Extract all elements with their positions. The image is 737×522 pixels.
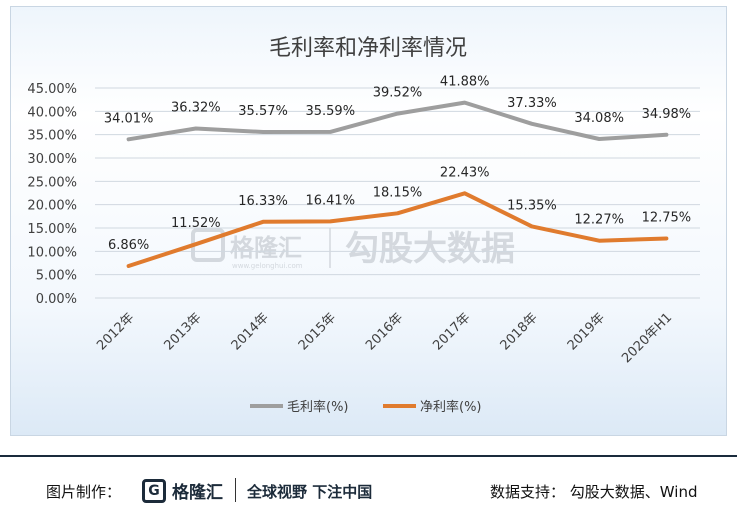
y-tick-label: 5.00%	[36, 269, 77, 284]
data-label: 35.57%	[238, 104, 288, 119]
data-label: 15.35%	[507, 198, 557, 213]
x-tick-label: 2015年	[296, 310, 339, 353]
x-tick-label: 2020年H1	[619, 310, 675, 366]
data-label: 16.41%	[305, 193, 355, 208]
y-tick-label: 30.00%	[27, 152, 77, 167]
y-tick-label: 10.00%	[27, 245, 77, 260]
x-tick-label: 2019年	[565, 310, 608, 353]
y-tick-label: 45.00%	[27, 82, 77, 97]
footer-slogan: 全球视野 下注中国	[247, 483, 373, 501]
legend-label: 毛利率(%)	[287, 399, 349, 415]
data-label: 6.86%	[108, 238, 149, 253]
data-label: 41.88%	[440, 75, 490, 90]
data-label: 18.15%	[373, 185, 423, 200]
data-label: 12.75%	[642, 211, 692, 226]
data-label: 34.01%	[104, 111, 154, 126]
y-tick-label: 20.00%	[27, 199, 77, 214]
chart-frame	[10, 6, 727, 436]
data-label: 37.33%	[507, 96, 557, 111]
data-label: 12.27%	[574, 213, 624, 228]
x-tick-label: 2017年	[430, 310, 473, 353]
chart-title: 毛利率和净利率情况	[269, 36, 467, 61]
y-tick-label: 0.00%	[36, 292, 77, 307]
y-tick-label: 40.00%	[27, 105, 77, 120]
footer-logo-text: 格隆汇	[172, 483, 223, 503]
x-tick-label: 2014年	[229, 310, 272, 353]
watermark-url: www.gelonghui.com	[232, 262, 303, 270]
x-tick-label: 2013年	[161, 310, 204, 353]
watermark-logo-text: 格隆汇	[230, 234, 302, 262]
watermark-text: 勾股大数据	[345, 229, 515, 269]
data-label: 39.52%	[373, 86, 423, 101]
footer-vertical-divider	[235, 478, 236, 502]
x-tick-label: 2012年	[94, 310, 137, 353]
data-label: 16.33%	[238, 194, 288, 209]
gelonghui-logo-icon: G	[142, 478, 166, 503]
data-label: 35.59%	[305, 104, 355, 119]
footer-data-source: 数据支持： 勾股大数据、Wind	[490, 483, 698, 501]
x-tick-label: 2018年	[498, 310, 541, 353]
x-tick-label: 2016年	[363, 310, 406, 353]
footer-logo: G 格隆汇	[142, 478, 223, 503]
data-label: 11.52%	[171, 216, 221, 231]
data-label: 22.43%	[440, 165, 490, 180]
y-tick-label: 35.00%	[27, 129, 77, 144]
y-tick-label: 15.00%	[27, 222, 77, 237]
data-label: 34.98%	[642, 107, 692, 122]
gross-margin-line	[126, 100, 669, 142]
y-tick-label: 25.00%	[27, 175, 77, 190]
legend-label: 净利率(%)	[420, 399, 482, 415]
footer-maker-label: 图片制作：	[46, 483, 122, 501]
data-label: 34.08%	[574, 111, 624, 126]
net-margin-line	[126, 191, 669, 268]
footer-divider-line	[0, 455, 737, 457]
data-label: 36.32%	[171, 101, 221, 116]
